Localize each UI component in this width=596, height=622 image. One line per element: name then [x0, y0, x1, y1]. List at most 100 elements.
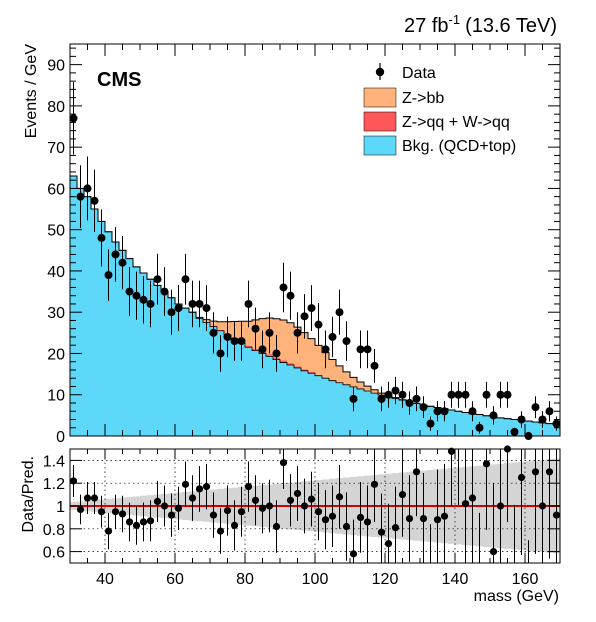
data-point [468, 407, 477, 416]
data-point [489, 411, 498, 420]
data-point [76, 192, 85, 201]
data-point [349, 394, 358, 403]
data-point [398, 390, 407, 399]
legend-entry-vqq: Z->qq + W->qq [363, 111, 510, 132]
ratio-point [433, 516, 442, 524]
data-point [293, 328, 302, 337]
data-point [517, 415, 526, 424]
ratio-point [314, 508, 323, 516]
ratio-point [174, 504, 183, 512]
data-point [545, 407, 554, 416]
luminosity-label: 27 fb-1 (13.6 TeV) [404, 12, 557, 37]
luminosity-exponent: -1 [449, 12, 461, 27]
data-point [300, 312, 309, 321]
ratio-point [160, 502, 169, 510]
x-axis-label: mass (GeV) [474, 588, 559, 605]
x-tick-label: 120 [372, 571, 399, 588]
data-point [90, 196, 99, 205]
legend-swatch-zbb [363, 87, 397, 108]
data-point [538, 415, 547, 424]
ratio-point [328, 512, 337, 520]
x-tick-label: 140 [442, 571, 469, 588]
ratio-point [279, 459, 288, 467]
data-point [356, 345, 365, 354]
ratio-point [356, 513, 365, 522]
ratio-point [489, 548, 498, 556]
ratio-grid [70, 449, 560, 563]
bkg-qcd-fill [70, 176, 560, 437]
data-point [482, 390, 491, 399]
legend-entry-zbb: Z->bb [363, 87, 444, 108]
ratio-point [538, 502, 547, 510]
ratio-point [517, 473, 526, 482]
ratio-point [167, 511, 176, 519]
data-point [475, 423, 484, 432]
legend-label-data: Data [402, 65, 436, 82]
data-point [111, 250, 120, 259]
x-tick-label: 160 [512, 571, 539, 588]
data-point [419, 403, 428, 412]
data-point [503, 390, 512, 399]
data-point [272, 349, 281, 358]
data-point [139, 295, 148, 304]
ratio-point [419, 514, 428, 523]
data-point [174, 304, 183, 313]
ratio-point [202, 483, 211, 491]
ratio-point [391, 524, 400, 532]
ratio-point [405, 514, 414, 523]
data-point [370, 361, 379, 370]
data-point [244, 299, 253, 308]
ratio-point [307, 495, 316, 503]
y-tick-label: 70 [47, 140, 65, 157]
y-tick-label: 30 [47, 305, 65, 322]
main-data-points [69, 82, 561, 440]
ratio-point [335, 493, 344, 501]
ratio-point [97, 508, 106, 516]
ratio-point [118, 510, 127, 518]
data-point [209, 328, 218, 337]
data-point [223, 332, 232, 341]
data-point [279, 283, 288, 292]
data-point [552, 419, 561, 428]
ratio-y-tick-label: 0.8 [43, 522, 65, 539]
x-tick-label: 100 [302, 571, 329, 588]
ratio-point [139, 518, 148, 526]
data-point [426, 419, 435, 428]
data-point [496, 390, 505, 399]
ratio-point [230, 521, 239, 529]
ratio-y-tick-label: 1 [56, 499, 65, 516]
y-tick-label: 20 [47, 346, 65, 363]
ratio-point [384, 540, 393, 548]
ratio-point [125, 518, 134, 526]
data-point [412, 394, 421, 403]
legend: Data Z->bb Z->qq + W->qq Bkg. (QCD+top) [363, 63, 516, 156]
ratio-point [223, 506, 232, 515]
x-tick-label: 40 [96, 571, 114, 588]
ratio-point [90, 494, 99, 502]
y-tick-label: 0 [56, 429, 65, 446]
ratio-point [349, 550, 358, 558]
data-point [314, 320, 323, 329]
data-point [363, 345, 372, 354]
data-point [118, 258, 127, 267]
ratio-axes: 0.6 0.8 1 1.2 1.4 40 60 80 100 120 140 160 [43, 449, 561, 588]
data-point [384, 390, 393, 399]
ratio-point [251, 496, 260, 504]
ratio-point [286, 496, 295, 504]
data-point [286, 291, 295, 300]
ratio-point [111, 508, 120, 516]
data-point [181, 275, 190, 284]
data-point [153, 275, 162, 284]
data-point [237, 337, 246, 346]
x-tick-label: 60 [166, 571, 184, 588]
data-point [265, 328, 274, 337]
data-point [125, 287, 134, 296]
data-point [132, 291, 141, 300]
ratio-point [412, 468, 421, 476]
data-point [104, 271, 113, 280]
ratio-point [146, 517, 155, 525]
ratio-point [363, 518, 372, 526]
data-point [167, 308, 176, 317]
data-point [230, 337, 239, 346]
